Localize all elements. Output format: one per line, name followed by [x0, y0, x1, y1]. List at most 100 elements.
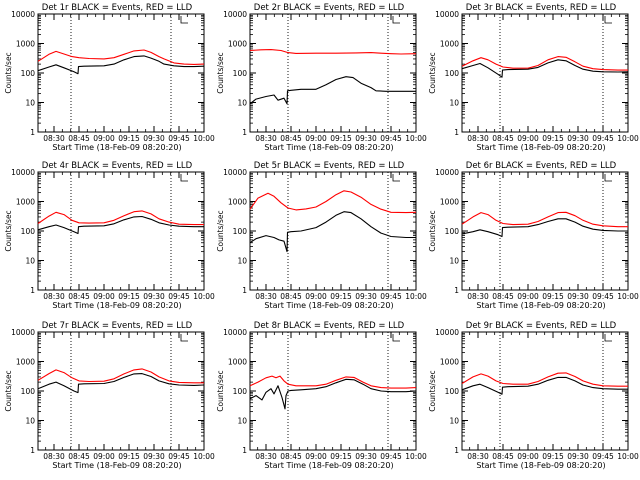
y-axis-label: Counts/sec [428, 52, 437, 93]
x-tick-label: 09:15 [542, 452, 564, 461]
plot-frame [461, 13, 629, 133]
x-tick-label: 08:30 [255, 292, 277, 301]
legend-mark [604, 16, 612, 24]
y-tick-label: 10 [25, 98, 35, 107]
plot-frame [249, 13, 417, 133]
x-tick-label: 09:30 [355, 452, 377, 461]
y-tick-label: 10 [449, 416, 459, 425]
y-tick-label: 1 [242, 446, 247, 455]
y-tick-label: 1000 [440, 197, 459, 206]
events-series-line [37, 55, 205, 75]
y-tick-label: 100 [445, 387, 460, 396]
x-tick-label: 08:45 [68, 292, 90, 301]
y-tick-label: 10000 [435, 328, 459, 337]
chart-title: Det 4r BLACK = Events, RED = LLD [42, 161, 193, 171]
x-tick-label: 09:15 [542, 134, 564, 143]
x-tick-label: 10:00 [405, 134, 427, 143]
chart-title: Det 5r BLACK = Events, RED = LLD [254, 161, 405, 171]
x-tick-label: 09:00 [305, 292, 327, 301]
plot-frame [249, 171, 417, 291]
y-tick-label: 10000 [435, 10, 459, 19]
y-tick-label: 10000 [223, 10, 247, 19]
y-tick-label: 1000 [440, 357, 459, 366]
y-tick-label: 1 [454, 128, 459, 137]
chart-panel: Det 8r BLACK = Events, RED = LLD 1 10 100 10… [216, 321, 427, 470]
x-tick-label: 09:30 [143, 292, 165, 301]
x-tick-label: 09:15 [542, 292, 564, 301]
x-tick-label: 09:45 [168, 134, 190, 143]
x-tick-label: 09:00 [93, 134, 115, 143]
legend-mark [392, 174, 400, 182]
x-tick-label: 09:30 [143, 134, 165, 143]
x-tick-label: 08:45 [492, 292, 514, 301]
y-tick-label: 10 [25, 416, 35, 425]
x-tick-label: 08:30 [43, 134, 65, 143]
x-tick-label: 09:00 [93, 452, 115, 461]
legend-mark [604, 174, 612, 182]
events-series-line [461, 376, 628, 395]
chart-panel: Det 2r BLACK = Events, RED = LLD 1 10 100 10… [216, 3, 427, 152]
y-tick-label: 10 [449, 256, 459, 265]
lld-series-line [37, 210, 204, 226]
chart-panel: Det 9r BLACK = Events, RED = LLD 1 10 100 10… [428, 321, 639, 470]
lld-series-line [461, 56, 628, 71]
x-axis-label: Start Time (18-Feb-09 08:20:20) [52, 301, 181, 310]
events-series-line [461, 59, 629, 78]
lld-series-line [37, 49, 205, 65]
lld-series-line [249, 49, 417, 55]
legend-mark [180, 174, 188, 182]
chart-title: Det 8r BLACK = Events, RED = LLD [254, 321, 405, 331]
y-tick-label: 10000 [11, 328, 35, 337]
y-axis-label: Counts/sec [4, 370, 13, 411]
y-axis-label: Counts/sec [4, 210, 13, 251]
x-tick-label: 08:30 [43, 452, 65, 461]
y-tick-label: 10000 [223, 328, 247, 337]
x-tick-label: 10:00 [193, 134, 215, 143]
y-tick-label: 10000 [435, 168, 459, 177]
plot-frame [37, 13, 205, 133]
y-tick-label: 10000 [223, 168, 247, 177]
y-tick-label: 100 [445, 69, 460, 78]
x-tick-label: 09:30 [567, 134, 589, 143]
lld-series-line [249, 375, 417, 389]
x-tick-label: 08:45 [280, 134, 302, 143]
legend-mark [392, 334, 400, 342]
x-tick-label: 09:00 [305, 452, 327, 461]
x-tick-label: 09:45 [168, 292, 190, 301]
x-tick-label: 08:30 [255, 452, 277, 461]
y-tick-label: 1000 [16, 357, 35, 366]
events-series-line [249, 76, 416, 105]
lld-series-line [461, 372, 628, 387]
y-tick-label: 100 [21, 69, 36, 78]
y-tick-label: 1 [454, 286, 459, 295]
chart-title: Det 3r BLACK = Events, RED = LLD [466, 3, 617, 13]
y-tick-label: 1000 [16, 197, 35, 206]
legend-mark [180, 16, 188, 24]
x-tick-label: 08:45 [492, 452, 514, 461]
y-tick-label: 1 [242, 286, 247, 295]
y-axis-label: Counts/sec [4, 52, 13, 93]
x-axis-label: Start Time (18-Feb-09 08:20:20) [264, 143, 393, 152]
y-tick-label: 100 [21, 227, 36, 236]
y-axis-label: Counts/sec [216, 52, 225, 93]
legend-mark [180, 334, 188, 342]
x-tick-label: 09:00 [93, 292, 115, 301]
x-tick-label: 08:30 [255, 134, 277, 143]
y-tick-label: 1 [30, 128, 35, 137]
x-axis-label: Start Time (18-Feb-09 08:20:20) [476, 301, 605, 310]
events-series-line [249, 378, 417, 410]
y-tick-label: 10000 [11, 168, 35, 177]
x-tick-label: 10:00 [193, 452, 215, 461]
x-tick-label: 09:30 [355, 134, 377, 143]
x-tick-label: 09:00 [517, 452, 539, 461]
x-tick-label: 09:30 [567, 452, 589, 461]
x-axis-label: Start Time (18-Feb-09 08:20:20) [52, 461, 181, 470]
x-tick-label: 08:45 [280, 452, 302, 461]
y-tick-label: 1 [242, 128, 247, 137]
x-tick-label: 09:15 [118, 452, 140, 461]
x-axis-label: Start Time (18-Feb-09 08:20:20) [476, 143, 605, 152]
events-series-line [37, 373, 205, 394]
events-series-line [249, 211, 416, 253]
x-tick-label: 09:30 [143, 452, 165, 461]
x-tick-label: 09:15 [330, 134, 352, 143]
